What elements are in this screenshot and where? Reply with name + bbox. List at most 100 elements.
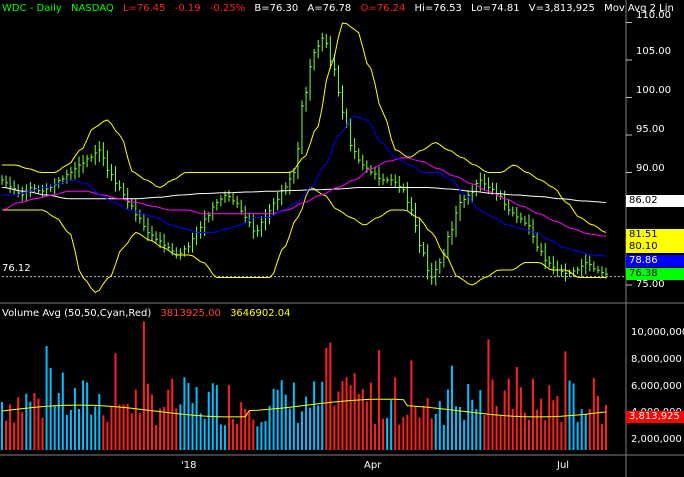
volume-bar — [341, 380, 344, 450]
price-tick: 95.00 — [636, 124, 665, 135]
volume-bar — [82, 380, 85, 450]
volume-bar — [264, 420, 267, 450]
volume-bar — [86, 382, 89, 450]
volume-header: Volume Avg (50,50,Cyan,Red) 3813925.00 3… — [2, 308, 297, 319]
volume-bar — [122, 404, 125, 450]
volume-bar — [430, 418, 433, 450]
volume-bar — [114, 353, 117, 450]
volume-bar — [300, 411, 303, 450]
price-change-pct: -0.25% — [209, 3, 246, 14]
price-tick: 110.00 — [636, 10, 671, 21]
volume-bar — [540, 398, 543, 450]
volume-bar — [532, 378, 535, 450]
volume-bar — [90, 414, 93, 450]
volume-bar — [584, 414, 587, 450]
volume-bar — [284, 394, 287, 450]
left-price-marker: 76.12 — [2, 263, 31, 274]
volume-bar — [199, 413, 202, 450]
volume-bar — [588, 408, 591, 450]
volume-bar — [248, 411, 251, 450]
volume-bar — [110, 405, 113, 450]
volume-tick: 8,000,000 — [631, 354, 682, 365]
moving-average-long-line — [1, 187, 607, 203]
volume-bar — [483, 414, 486, 450]
volume-bar — [130, 413, 133, 450]
volume-bar — [37, 398, 40, 450]
ask-price: A=76.78 — [307, 3, 352, 14]
volume-bar — [386, 417, 389, 450]
volume-bar — [61, 372, 64, 450]
volume-bar — [195, 386, 198, 450]
volume-bar — [244, 408, 247, 450]
volume-bar — [552, 400, 555, 450]
volume-bar — [600, 423, 603, 450]
volume-bar — [556, 396, 559, 450]
volume-bar — [442, 424, 445, 450]
volume-bar — [317, 405, 320, 450]
volume-bar — [523, 412, 526, 450]
volume-bars — [1, 321, 607, 450]
volume-bar — [272, 388, 275, 450]
volume-value: V=3,813,925 — [528, 3, 595, 14]
volume-bar — [276, 389, 279, 450]
volume-bar — [345, 377, 348, 450]
volume-bar — [365, 401, 368, 450]
volume-bar — [53, 405, 56, 450]
volume-bar — [361, 389, 364, 450]
volume-bar — [572, 383, 575, 450]
volume-bar — [203, 418, 206, 450]
volume-bar — [41, 417, 44, 450]
moving-average-mid-line — [1, 157, 607, 237]
volume-bar — [459, 407, 462, 450]
x-tick-jul: Jul — [557, 460, 570, 471]
x-tick-apr: Apr — [364, 460, 382, 471]
low-price: Lo=74.81 — [471, 3, 520, 14]
volume-value-1: 3813925.00 — [160, 308, 221, 319]
volume-bar — [183, 377, 186, 450]
volume-bar — [596, 395, 599, 450]
volume-bar — [232, 419, 235, 450]
volume-bar — [548, 385, 551, 450]
volume-bar — [69, 409, 72, 450]
volume-bar — [13, 422, 16, 450]
price-tag-86: 86.02 — [626, 195, 684, 207]
volume-bar — [9, 404, 12, 450]
volume-bar — [215, 385, 218, 450]
volume-bar — [296, 422, 299, 450]
volume-bar — [592, 377, 595, 450]
volume-bar — [333, 405, 336, 450]
volume-bar — [475, 409, 478, 450]
mov-avg-label: Mov Avg 2 Lin — [604, 3, 674, 14]
volume-bar — [159, 408, 162, 450]
volume-bar — [390, 400, 393, 450]
volume-bar — [576, 422, 579, 450]
volume-bar — [560, 422, 563, 450]
volume-bar — [402, 417, 405, 450]
price-tick: 105.00 — [636, 46, 671, 57]
volume-bar — [21, 412, 24, 450]
volume-bar — [292, 382, 295, 450]
volume-bar — [422, 405, 425, 450]
volume-bar — [337, 391, 340, 450]
price-change: -0.19 — [174, 3, 201, 14]
volume-bar — [382, 418, 385, 450]
volume-bar — [309, 407, 312, 450]
volume-bar — [187, 383, 190, 450]
volume-bar — [1, 402, 3, 450]
volume-bar — [146, 383, 149, 450]
volume-average-line — [1, 398, 607, 418]
volume-bar — [329, 342, 332, 450]
volume-bar — [138, 412, 141, 450]
volume-bar — [507, 378, 510, 450]
volume-bar — [207, 391, 210, 450]
volume-bar — [268, 405, 271, 450]
volume-bar — [434, 413, 437, 450]
volume-bar — [219, 424, 222, 450]
volume-bar — [398, 424, 401, 450]
price-tick: 75.00 — [636, 279, 665, 290]
volume-bar — [33, 393, 36, 450]
volume-bar — [495, 405, 498, 450]
open-price: O=76.24 — [360, 3, 406, 14]
last-price: L=76.45 — [122, 3, 166, 14]
volume-bar — [240, 402, 243, 450]
